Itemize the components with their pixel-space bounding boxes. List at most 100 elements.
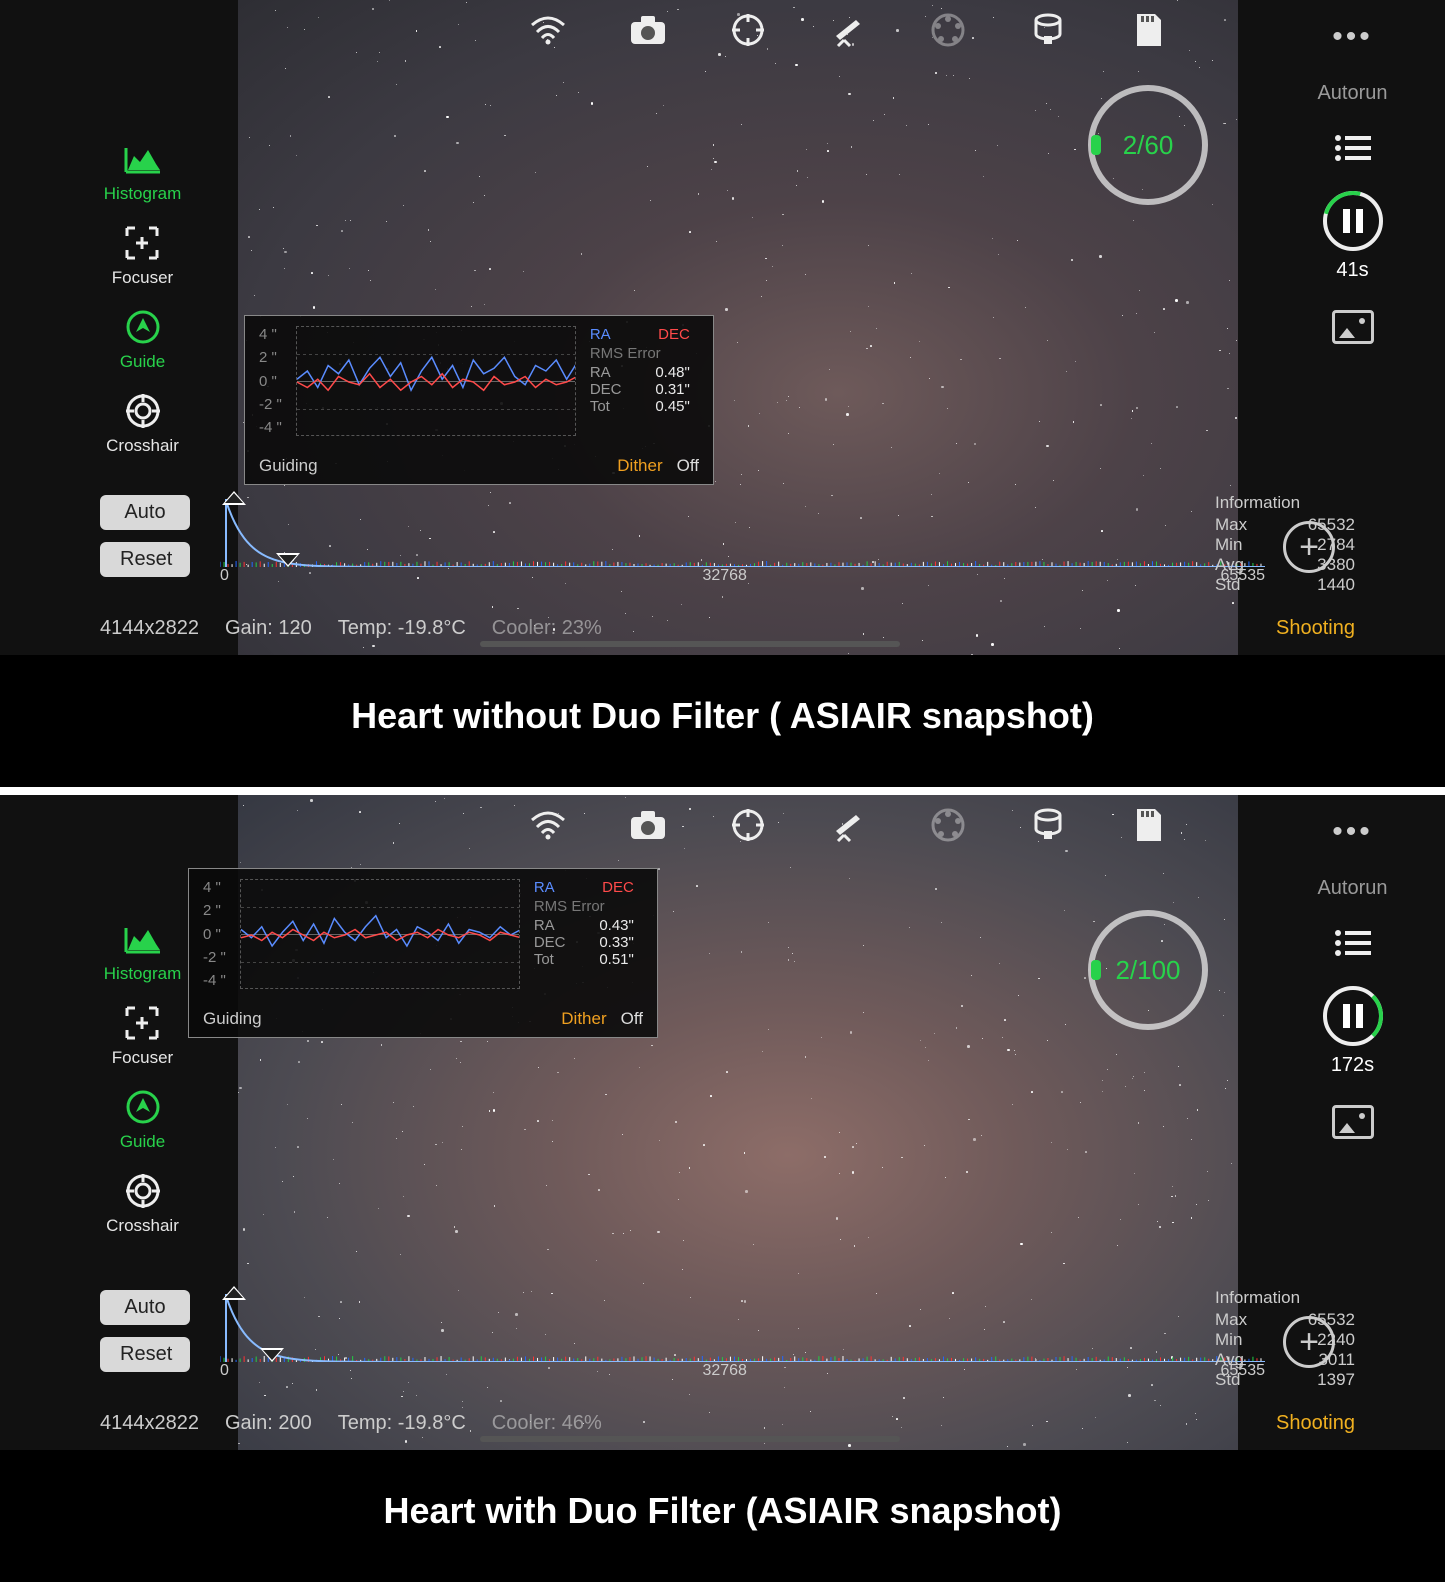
- guide-tool[interactable]: Guide: [120, 308, 165, 372]
- wifi-icon[interactable]: [528, 805, 568, 845]
- wifi-icon[interactable]: [528, 10, 568, 50]
- capture-mode-text: Shooting: [1276, 617, 1355, 640]
- mount-telescope-icon[interactable]: [828, 805, 868, 845]
- screenshot-panel: 2/60 Histogram Focuser Guide Crosshair •…: [0, 0, 1445, 787]
- histogram-canvas[interactable]: 0 32768 65535 +: [220, 1290, 1265, 1380]
- status-bar: 4144x2822 Gain: 200 Temp: -19.8°C Cooler…: [100, 1412, 1355, 1435]
- auto-stretch-button[interactable]: Auto: [100, 1290, 190, 1325]
- capture-mode-text: Shooting: [1276, 1412, 1355, 1435]
- histogram-label: Histogram: [104, 964, 181, 984]
- efw-icon[interactable]: [1028, 805, 1068, 845]
- dither-state: Off: [621, 1009, 643, 1028]
- focus-target-icon[interactable]: [728, 10, 768, 50]
- more-menu-icon[interactable]: •••: [1332, 20, 1373, 54]
- sd-card-icon[interactable]: [1128, 805, 1168, 845]
- guide-stats: RADEC RMS Error RA0.43" DEC0.33" Tot0.51…: [534, 879, 634, 968]
- progress-ring: 2/60: [1088, 85, 1208, 205]
- guide-graph-panel[interactable]: 4 " 2 " 0 " -2 " -4 " RADEC RMS Error RA…: [188, 868, 658, 1038]
- sd-card-icon[interactable]: [1128, 10, 1168, 50]
- panel-caption: Heart without Duo Filter ( ASIAIR snapsh…: [0, 655, 1445, 787]
- guiding-status: Guiding: [203, 1009, 262, 1029]
- dither-label[interactable]: Dither: [617, 456, 662, 475]
- crosshair-label: Crosshair: [106, 436, 179, 456]
- progress-text: 2/100: [1115, 955, 1180, 986]
- image-info-box: Information Max65532 Min2240 Avg3011 Std…: [1215, 1288, 1355, 1390]
- horizontal-scrollbar[interactable]: [480, 1436, 900, 1442]
- progress-notch: [1091, 135, 1101, 155]
- histogram-canvas[interactable]: 0 32768 65535 +: [220, 495, 1265, 585]
- gallery-icon[interactable]: [1332, 310, 1374, 344]
- focuser-icon: [123, 1004, 161, 1042]
- histogram-area: Auto Reset 0 32768 65535 +: [100, 1290, 1265, 1380]
- crosshair-icon: [124, 1172, 162, 1210]
- gallery-icon[interactable]: [1332, 1105, 1374, 1139]
- top-toolbar: [528, 805, 1168, 845]
- crosshair-tool[interactable]: Crosshair: [106, 392, 179, 456]
- histogram-label: Histogram: [104, 184, 181, 204]
- filter-wheel-icon[interactable]: [928, 10, 968, 50]
- focuser-label: Focuser: [112, 268, 173, 288]
- right-toolbar: ••• Autorun 172s: [1305, 815, 1400, 1139]
- temp-text: Temp: -19.8°C: [338, 617, 466, 640]
- guide-stats: RADEC RMS Error RA0.48" DEC0.31" Tot0.45…: [590, 326, 690, 415]
- crosshair-icon: [124, 392, 162, 430]
- white-point-handle[interactable]: [260, 1348, 284, 1362]
- focuser-icon: [123, 224, 161, 262]
- left-toolbar: Histogram Focuser Guide Crosshair: [95, 920, 190, 1236]
- pause-button[interactable]: 172s: [1323, 986, 1383, 1077]
- guide-label: Guide: [120, 1132, 165, 1152]
- app-frame: 2/60 Histogram Focuser Guide Crosshair •…: [0, 0, 1445, 655]
- guide-tool[interactable]: Guide: [120, 1088, 165, 1152]
- white-point-handle[interactable]: [276, 553, 300, 567]
- resolution-text: 4144x2822: [100, 1412, 199, 1435]
- reset-stretch-button[interactable]: Reset: [100, 1337, 190, 1372]
- reset-stretch-button[interactable]: Reset: [100, 542, 190, 577]
- focuser-tool[interactable]: Focuser: [112, 224, 173, 288]
- focuser-tool[interactable]: Focuser: [112, 1004, 173, 1068]
- pause-button[interactable]: 41s: [1323, 191, 1383, 282]
- left-toolbar: Histogram Focuser Guide Crosshair: [95, 140, 190, 456]
- panel-caption: Heart with Duo Filter (ASIAIR snapshot): [0, 1450, 1445, 1582]
- more-menu-icon[interactable]: •••: [1332, 815, 1373, 849]
- histogram-icon: [124, 920, 162, 958]
- guide-chart: [240, 879, 520, 989]
- mount-telescope-icon[interactable]: [828, 10, 868, 50]
- histogram-icon: [124, 140, 162, 178]
- guide-icon: [124, 308, 162, 346]
- dither-state: Off: [677, 456, 699, 475]
- crosshair-label: Crosshair: [106, 1216, 179, 1236]
- autorun-label[interactable]: Autorun: [1317, 877, 1387, 900]
- autorun-label[interactable]: Autorun: [1317, 82, 1387, 105]
- crosshair-tool[interactable]: Crosshair: [106, 1172, 179, 1236]
- resolution-text: 4144x2822: [100, 617, 199, 640]
- exposure-timer: 41s: [1336, 259, 1368, 282]
- auto-stretch-button[interactable]: Auto: [100, 495, 190, 530]
- guide-icon: [124, 1088, 162, 1126]
- horizontal-scrollbar[interactable]: [480, 641, 900, 647]
- histogram-area: Auto Reset 0 32768 65535 +: [100, 495, 1265, 585]
- progress-text: 2/60: [1123, 130, 1174, 161]
- sequence-list-icon[interactable]: [1333, 133, 1373, 163]
- exposure-timer: 172s: [1331, 1054, 1374, 1077]
- app-frame: 2/100 Histogram Focuser Guide Crosshair …: [0, 795, 1445, 1450]
- efw-icon[interactable]: [1028, 10, 1068, 50]
- black-point-handle[interactable]: [222, 1286, 246, 1300]
- guide-graph-panel[interactable]: 4 " 2 " 0 " -2 " -4 " RADEC RMS Error RA…: [244, 315, 714, 485]
- temp-text: Temp: -19.8°C: [338, 1412, 466, 1435]
- focuser-label: Focuser: [112, 1048, 173, 1068]
- black-point-handle[interactable]: [222, 491, 246, 505]
- dither-label[interactable]: Dither: [561, 1009, 606, 1028]
- sequence-list-icon[interactable]: [1333, 928, 1373, 958]
- cooler-text: Cooler: 46%: [492, 1412, 602, 1435]
- camera-icon[interactable]: [628, 805, 668, 845]
- guide-label: Guide: [120, 352, 165, 372]
- histogram-tool[interactable]: Histogram: [104, 140, 181, 204]
- camera-icon[interactable]: [628, 10, 668, 50]
- top-toolbar: [528, 10, 1168, 50]
- progress-notch: [1091, 960, 1101, 980]
- guide-y-axis: 4 " 2 " 0 " -2 " -4 ": [203, 879, 226, 989]
- filter-wheel-icon[interactable]: [928, 805, 968, 845]
- cooler-text: Cooler: 23%: [492, 617, 602, 640]
- focus-target-icon[interactable]: [728, 805, 768, 845]
- histogram-tool[interactable]: Histogram: [104, 920, 181, 984]
